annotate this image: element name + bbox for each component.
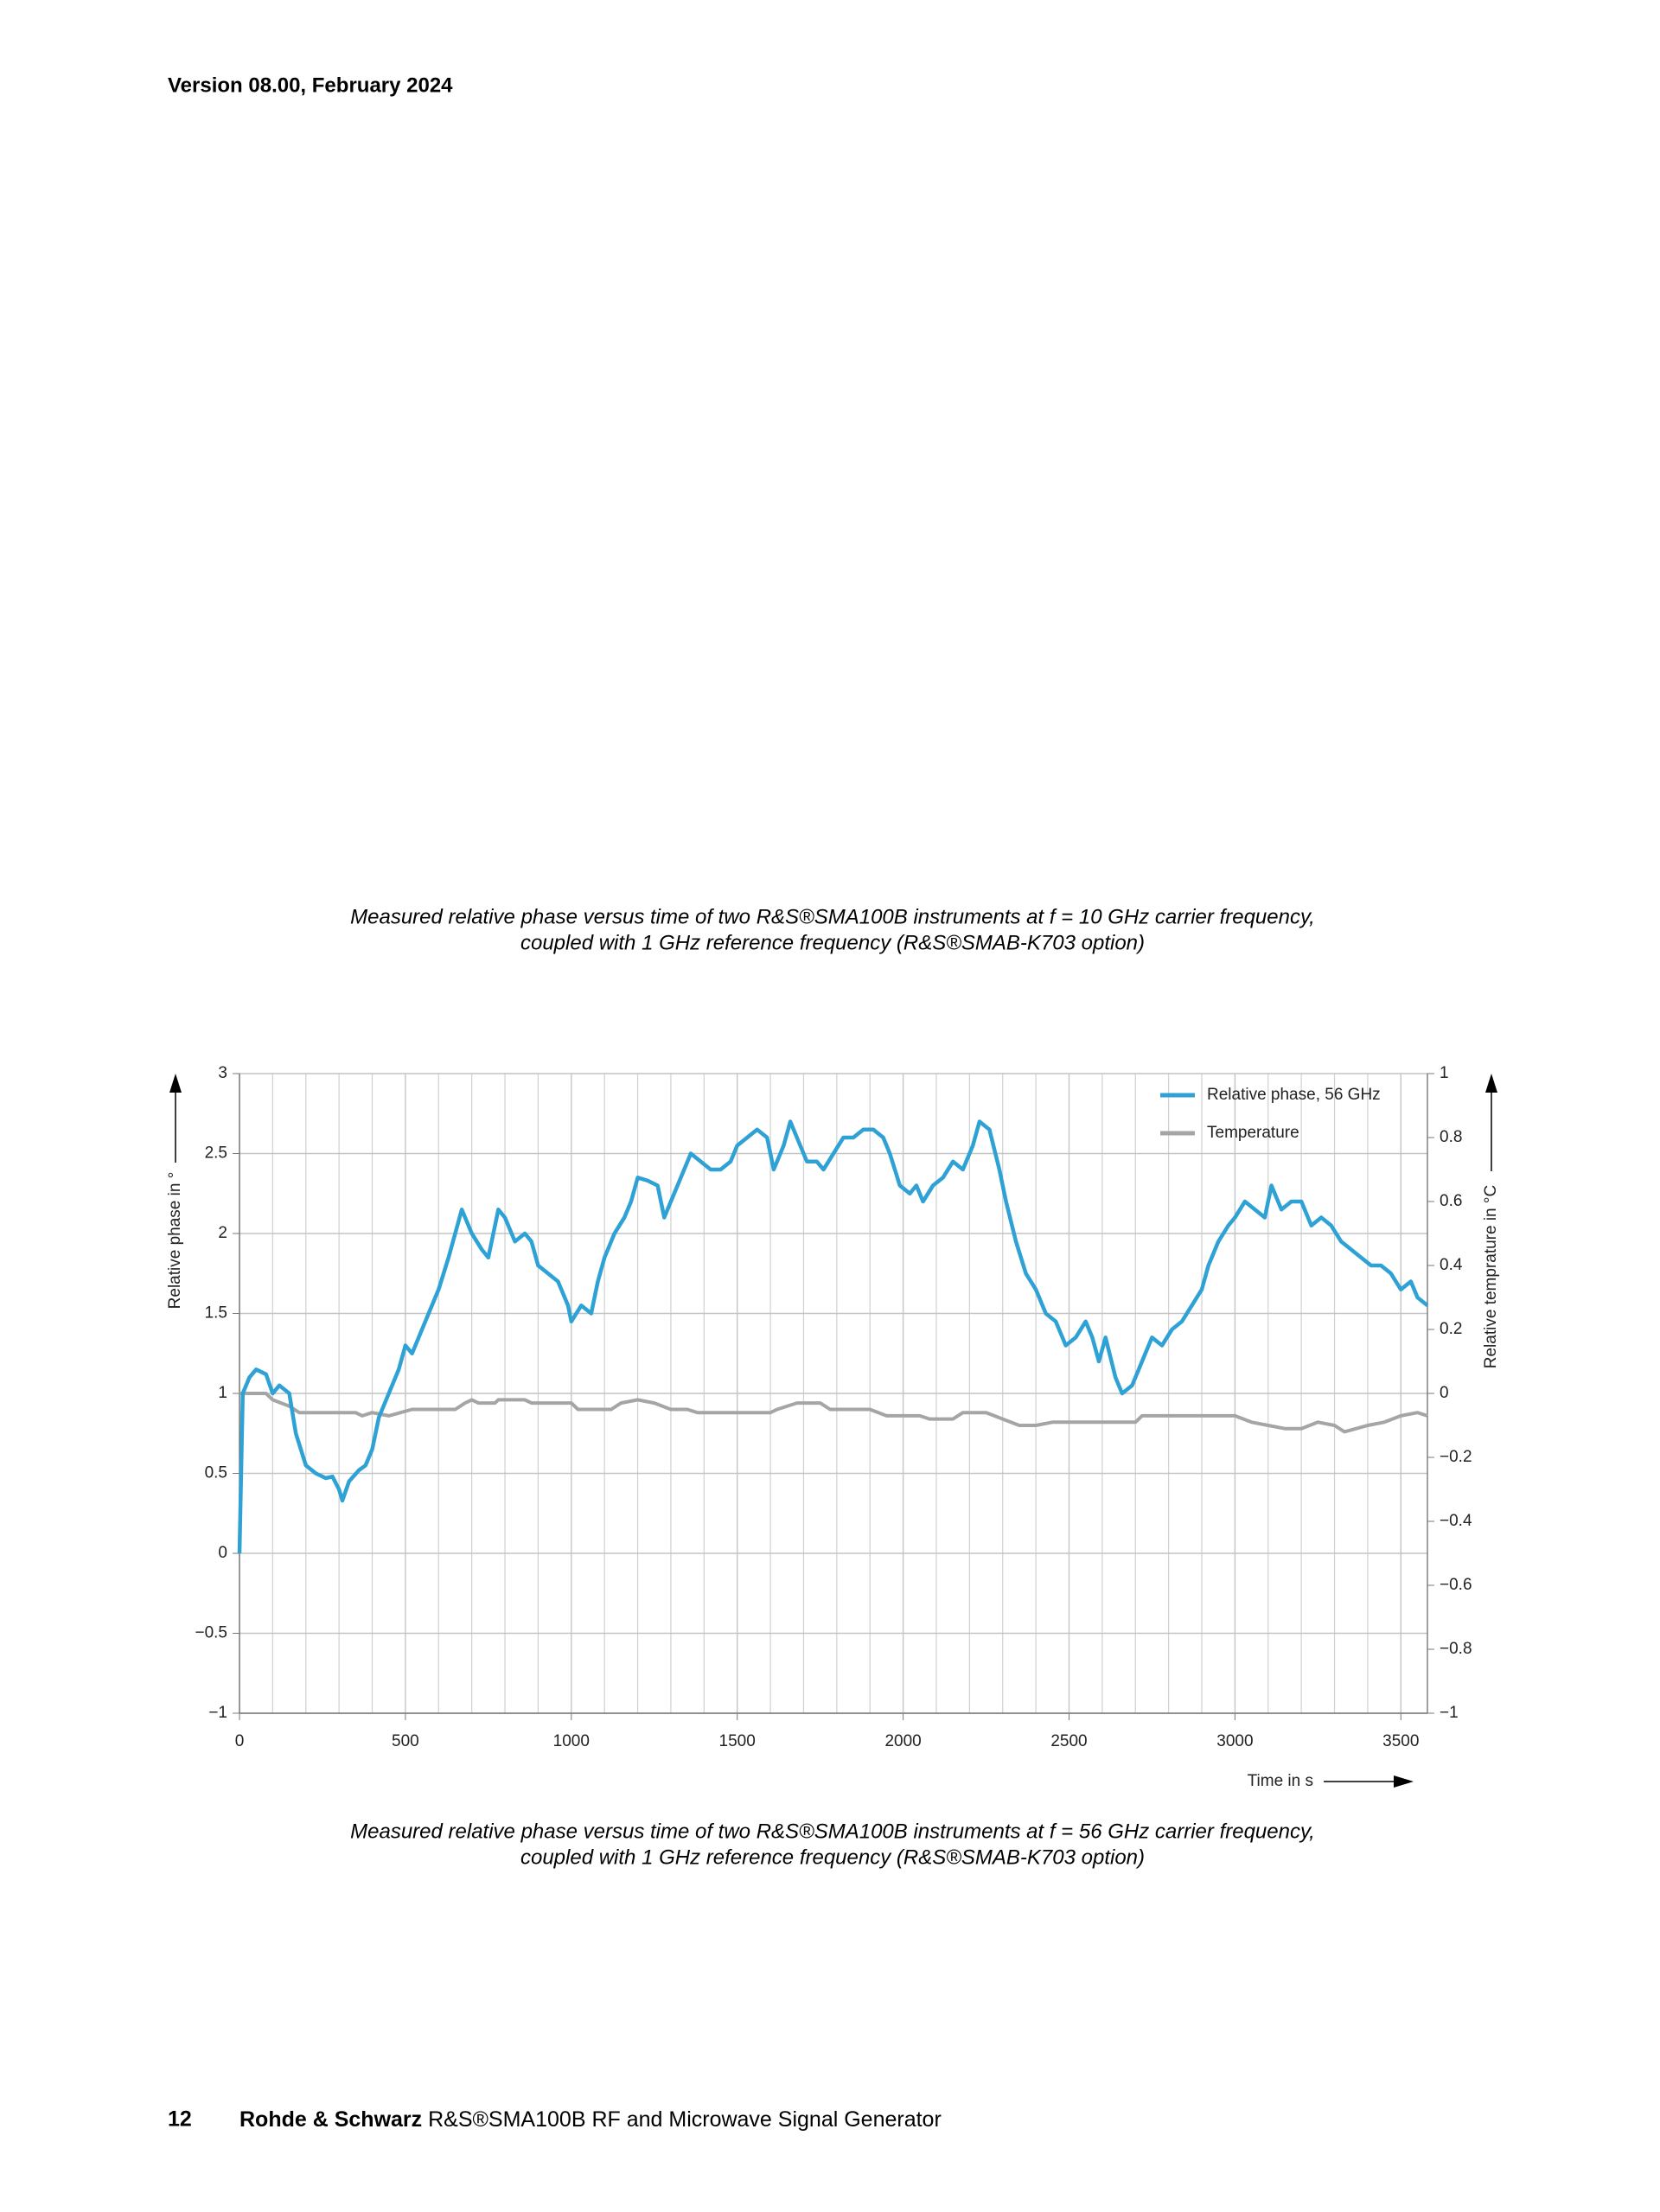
x-tick-label: 500 [392, 1732, 419, 1750]
page-number: 12 [168, 2107, 192, 2132]
y-tick-label: 2.5 [205, 1144, 227, 1163]
x-tick-label: 1500 [719, 1732, 756, 1750]
y2-tick-label: −0.6 [1440, 1576, 1472, 1594]
y-axis-label: Relative phase in ° [166, 1172, 184, 1310]
y-tick-label: 1.5 [205, 1304, 227, 1323]
y2-tick-label: −0.8 [1440, 1640, 1472, 1658]
y2-tick-label: 0.6 [1440, 1192, 1462, 1210]
x-tick-label: 3500 [1382, 1732, 1419, 1750]
caption: coupled with 1 GHz reference frequency (… [520, 931, 1145, 954]
y-tick-label: 2 [218, 1224, 227, 1242]
y2-tick-label: −0.2 [1440, 1448, 1472, 1466]
caption: coupled with 1 GHz reference frequency (… [520, 1845, 1145, 1869]
arrow [1485, 1074, 1497, 1093]
caption: Measured relative phase versus time of t… [350, 1820, 1315, 1843]
y2-tick-label: −1 [1440, 1704, 1459, 1722]
line [239, 1392, 1428, 1434]
product: R&S®SMA100B RF and Microwave Signal Gene… [428, 2107, 942, 2132]
arrow [1394, 1775, 1414, 1788]
y2-tick-label: 0.8 [1440, 1128, 1462, 1146]
x-axis-label: Time in s [1248, 1772, 1313, 1790]
chart: 0 500 1000 1500 2000 2500 3000 3500 −1 −0.5 0 0.5 1 1… [166, 1064, 1500, 1790]
y-tick-label: −0.5 [195, 1624, 227, 1642]
y2-tick-label: 0 [1440, 1384, 1449, 1402]
legend-label: Relative phase, 56 GHz [1207, 1086, 1381, 1104]
y2-tick-label: 1 [1440, 1064, 1449, 1082]
x-tick-label: 0 [235, 1732, 245, 1750]
x-tick-label: 1000 [553, 1732, 590, 1750]
caption: Measured relative phase versus time of t… [350, 905, 1315, 928]
x-tick-label: 2000 [884, 1732, 921, 1750]
y2-tick-label: 0.2 [1440, 1320, 1462, 1338]
y-tick-label: 3 [218, 1064, 227, 1082]
footer-text: Rohde & Schwarz R&S®SMA100B RF and Micro… [239, 2107, 942, 2132]
legend-label: Temperature [1207, 1124, 1299, 1142]
line [237, 1119, 1429, 1554]
y-tick-label: 0.5 [205, 1464, 227, 1482]
version: Version 08.00, February 2024 [168, 73, 453, 97]
y2-axis-label: Relative temprature in °C [1482, 1185, 1500, 1368]
arrow [169, 1074, 182, 1093]
y-tick-label: 1 [218, 1384, 227, 1402]
y2-tick-label: −0.4 [1440, 1512, 1472, 1530]
brand: Rohde & Schwarz [239, 2107, 422, 2132]
x-tick-label: 3000 [1216, 1732, 1253, 1750]
y-tick-label: 0 [218, 1544, 227, 1562]
y-tick-label: −1 [208, 1704, 227, 1722]
x-tick-label: 2500 [1050, 1732, 1087, 1750]
y2-tick-label: 0.4 [1440, 1256, 1463, 1274]
